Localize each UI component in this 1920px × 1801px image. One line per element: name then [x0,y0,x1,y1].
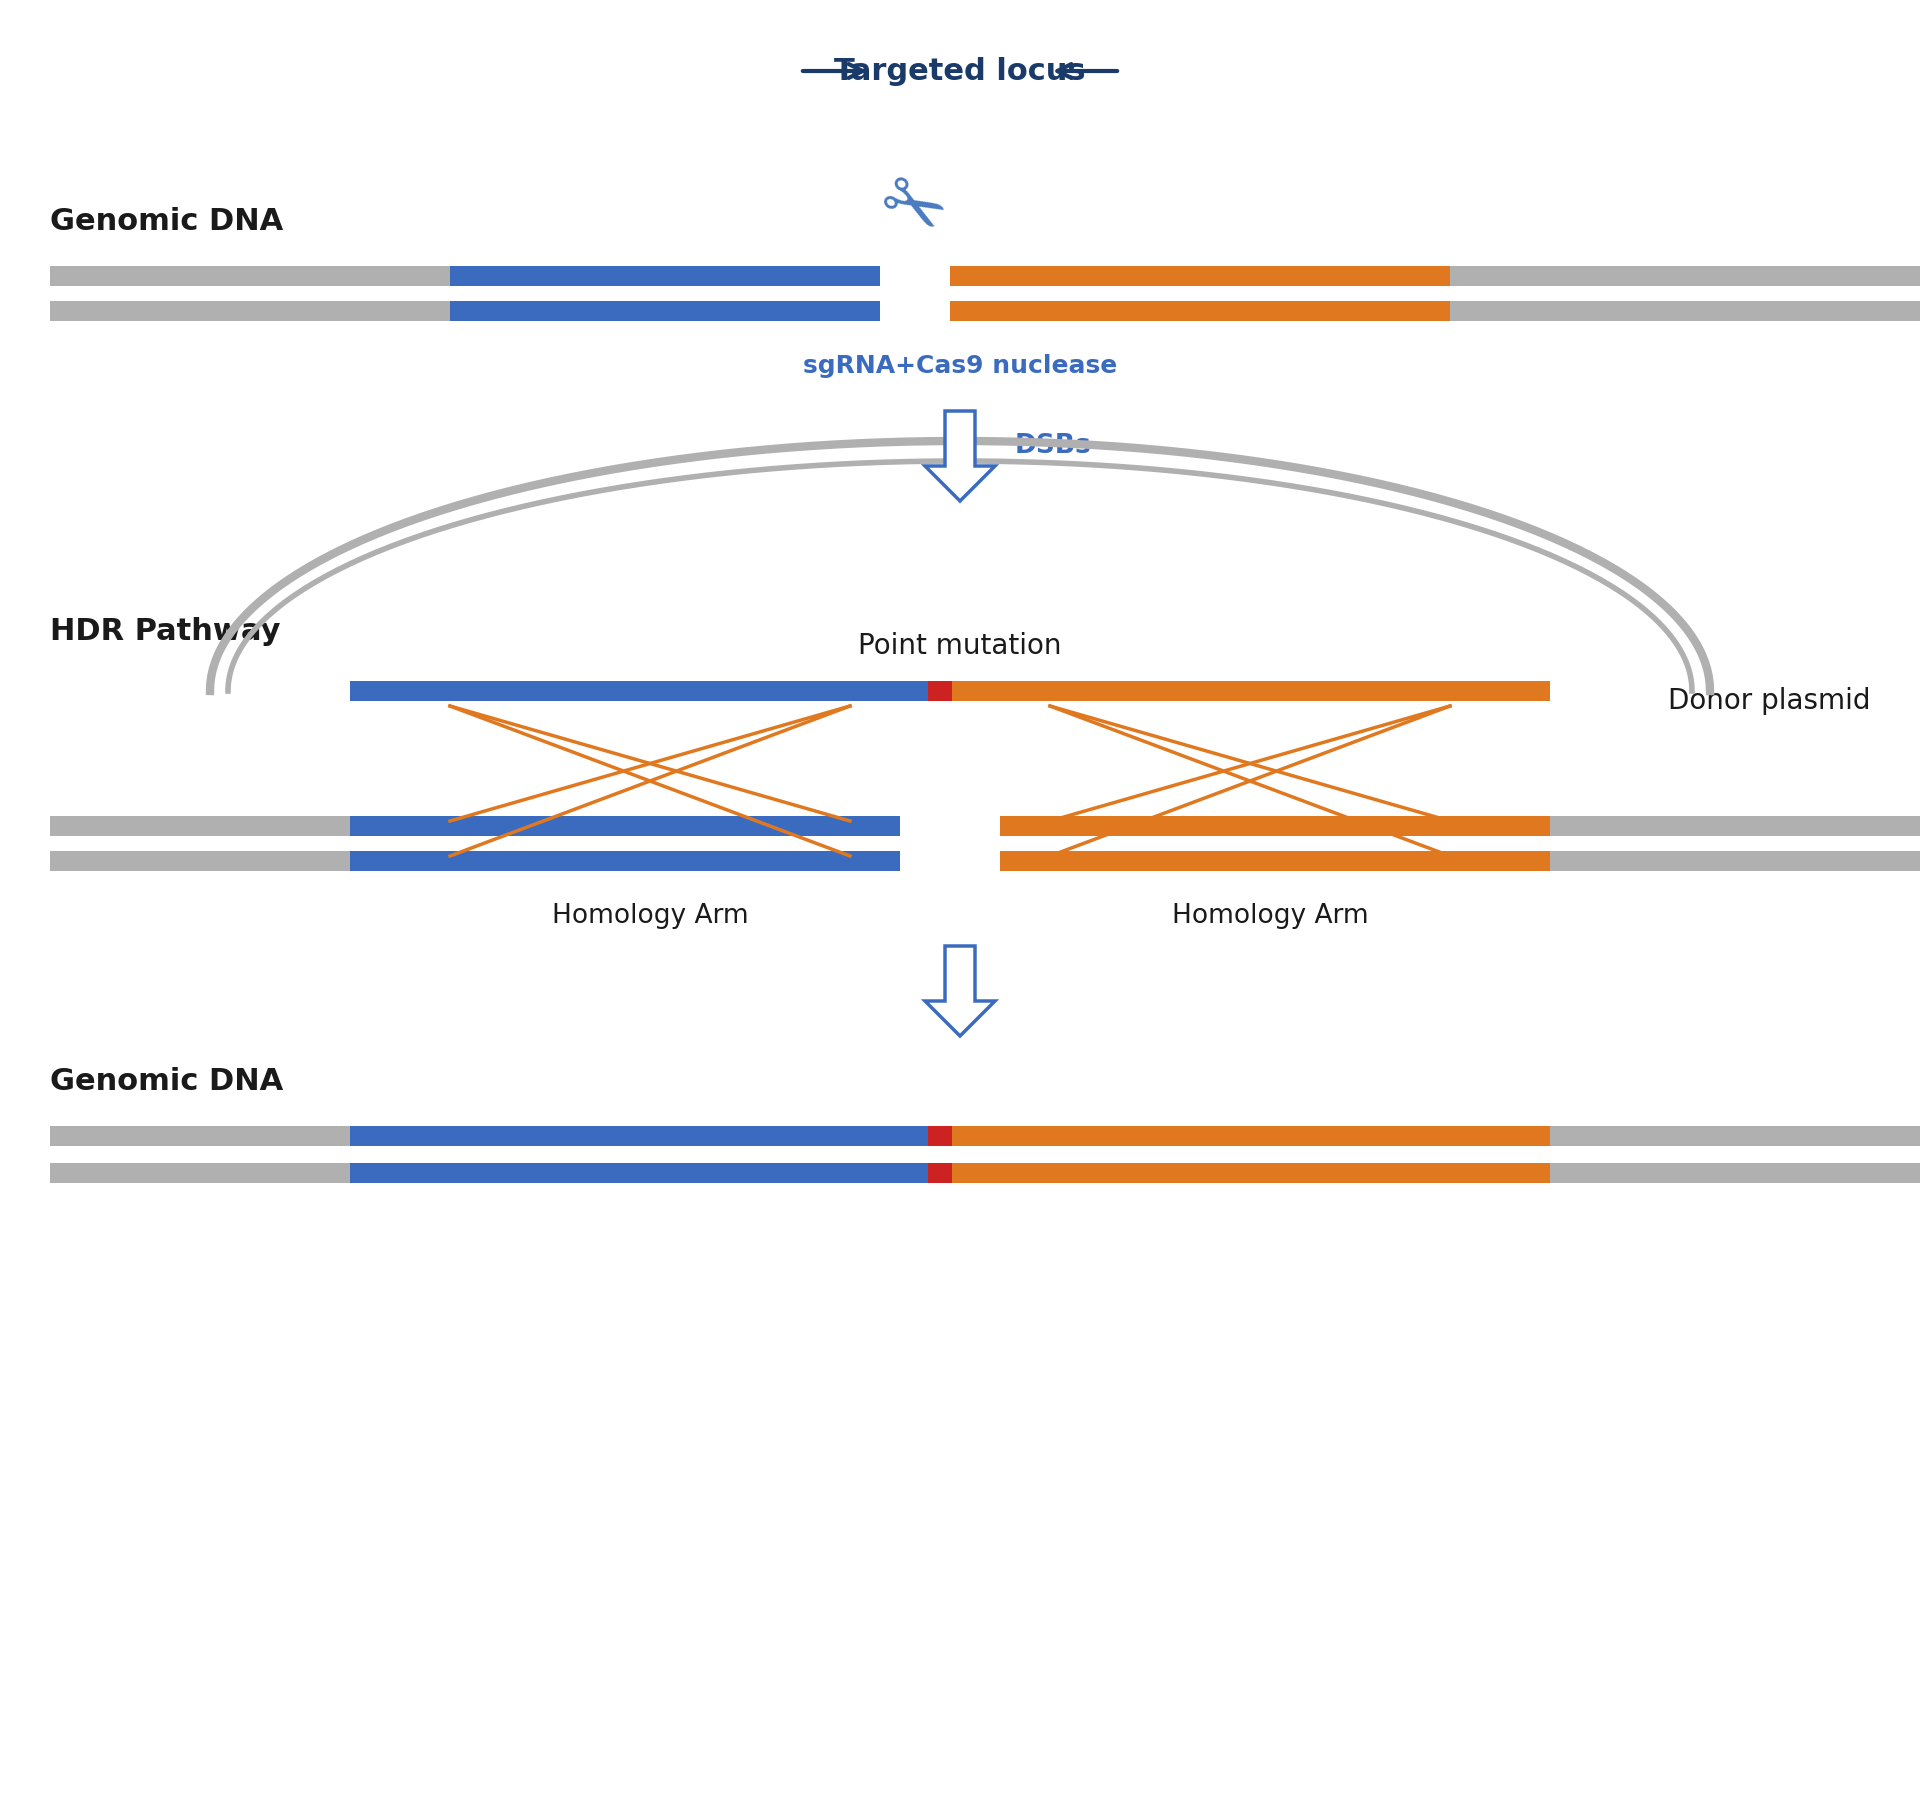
Bar [349,681,929,701]
Bar [1549,1163,1920,1183]
Bar [349,1126,929,1145]
Bar [449,301,879,321]
Text: sgRNA+Cas9 nuclease: sgRNA+Cas9 nuclease [803,355,1117,378]
Bar [50,1126,349,1145]
Text: ✂: ✂ [864,162,956,259]
Text: Genomic DNA: Genomic DNA [50,207,284,236]
Bar [950,1163,1549,1183]
PathPatch shape [925,411,995,501]
Text: Homology Arm: Homology Arm [551,902,749,929]
Text: HDR Pathway: HDR Pathway [50,616,280,645]
Bar [50,267,449,286]
Bar [50,1163,349,1183]
Bar [927,1163,952,1183]
Bar [1549,816,1920,836]
Bar [927,681,952,701]
Text: Homology Arm: Homology Arm [1171,902,1369,929]
Text: Targeted locus: Targeted locus [833,56,1087,85]
Bar [50,816,349,836]
Bar [927,1126,952,1145]
Bar [1549,1126,1920,1145]
Text: Genomic DNA: Genomic DNA [50,1066,284,1095]
Bar [1000,852,1549,872]
Bar [950,267,1450,286]
Text: Point mutation: Point mutation [858,632,1062,659]
Bar [1549,852,1920,872]
Bar [1450,301,1920,321]
Text: DSBs: DSBs [1016,432,1092,459]
Bar [950,301,1450,321]
Bar [449,267,879,286]
Text: Donor plasmid: Donor plasmid [1667,686,1870,715]
Bar [50,852,349,872]
Bar [1450,267,1920,286]
Bar [50,301,449,321]
Bar [1000,816,1549,836]
PathPatch shape [925,946,995,1036]
Bar [349,816,900,836]
Bar [950,681,1549,701]
Bar [349,1163,929,1183]
Bar [950,1126,1549,1145]
Bar [349,852,900,872]
